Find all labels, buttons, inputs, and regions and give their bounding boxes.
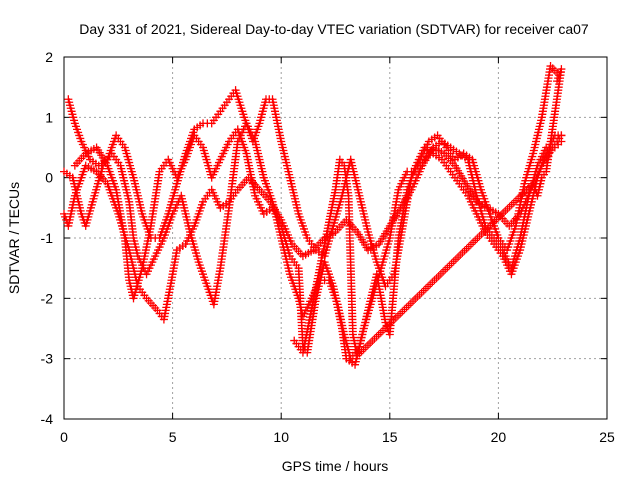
data-point xyxy=(415,290,424,299)
x-tick-label: 10 xyxy=(273,429,289,445)
data-point xyxy=(426,280,435,289)
data-point xyxy=(368,336,377,345)
data-point xyxy=(553,77,562,86)
data-point xyxy=(460,246,469,255)
data-point xyxy=(511,196,520,205)
x-tick-label: 0 xyxy=(60,429,68,445)
data-point xyxy=(449,257,458,266)
y-tick-label: -2 xyxy=(41,290,54,306)
data-point xyxy=(432,274,441,283)
data-point xyxy=(424,282,433,291)
x-tick-label: 20 xyxy=(491,429,507,445)
data-point xyxy=(443,263,452,272)
axis-ticks: 0 5 10 15 20 25 -4 -3 -2 -1 0 1 2 xyxy=(41,49,615,445)
data-point xyxy=(462,244,471,253)
data-point xyxy=(406,299,415,308)
data-point xyxy=(370,334,379,343)
data-point xyxy=(396,309,405,318)
data-point xyxy=(505,202,514,211)
data-point xyxy=(428,278,437,287)
y-tick-label: -1 xyxy=(41,230,54,246)
data-point xyxy=(376,328,385,337)
x-tick-label: 15 xyxy=(382,429,398,445)
data-point xyxy=(363,341,372,350)
x-axis-label: GPS time / hours xyxy=(282,458,389,474)
x-tick-label: 25 xyxy=(599,429,615,445)
data-point xyxy=(464,242,473,251)
data-point xyxy=(378,326,387,335)
data-point xyxy=(445,261,454,270)
data-point xyxy=(475,232,484,241)
y-tick-label: -3 xyxy=(41,351,54,367)
data-point xyxy=(456,250,465,259)
data-point xyxy=(400,305,409,314)
data-points xyxy=(60,62,566,369)
data-point xyxy=(421,284,430,293)
y-tick-label: -4 xyxy=(41,411,54,427)
data-point xyxy=(447,259,456,268)
data-point xyxy=(374,330,383,339)
y-tick-label: 0 xyxy=(45,170,53,186)
data-point xyxy=(518,190,527,199)
data-point xyxy=(391,313,400,322)
data-point xyxy=(469,238,478,247)
data-point xyxy=(413,292,422,301)
data-point xyxy=(430,276,439,285)
data-point xyxy=(404,301,413,310)
data-point xyxy=(503,204,512,213)
chart-title: Day 331 of 2021, Sidereal Day-to-day VTE… xyxy=(79,21,589,37)
data-point xyxy=(417,288,426,297)
data-point xyxy=(458,248,467,257)
data-point xyxy=(398,307,407,316)
data-point xyxy=(481,225,490,234)
data-point xyxy=(411,295,420,304)
data-point xyxy=(372,332,381,341)
data-point xyxy=(471,236,480,245)
data-point xyxy=(557,137,566,146)
data-point xyxy=(436,269,445,278)
y-axis-label: SDTVAR / TECUs xyxy=(6,182,22,294)
data-point xyxy=(501,206,510,215)
data-point xyxy=(451,255,460,264)
x-tick-label: 5 xyxy=(169,429,177,445)
data-point xyxy=(434,271,443,280)
data-point xyxy=(439,267,448,276)
y-tick-label: 2 xyxy=(45,49,53,65)
data-point xyxy=(466,240,475,249)
data-point xyxy=(441,265,450,274)
data-point xyxy=(402,303,411,312)
data-point xyxy=(473,234,482,243)
data-point xyxy=(454,253,463,262)
data-point xyxy=(366,339,375,348)
data-point xyxy=(361,343,370,352)
y-tick-label: 1 xyxy=(45,109,53,125)
data-point xyxy=(419,286,428,295)
data-point xyxy=(507,200,516,209)
